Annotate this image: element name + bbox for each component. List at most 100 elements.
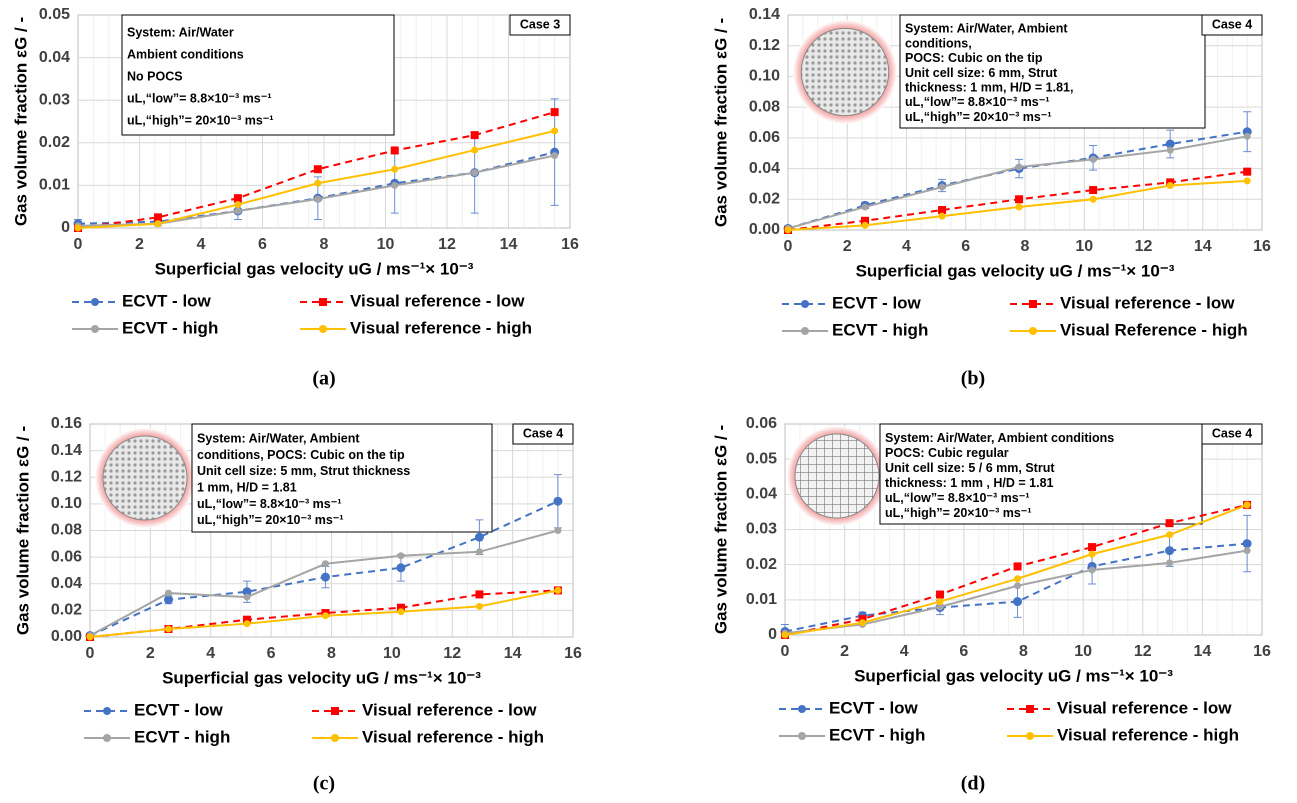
x-axis-title: Superficial gas velocity uG / ms⁻¹× 10⁻³ — [854, 666, 1173, 685]
x-axis-title: Superficial gas velocity uG / ms⁻¹× 10⁻³ — [155, 259, 474, 278]
info-text: uL,“low”= 8.8×10⁻³ ms⁻¹ — [905, 95, 1050, 109]
panel-label: (d) — [961, 773, 985, 795]
legend-label: ECVT - low — [134, 700, 224, 719]
y-tick-label: 0.02 — [39, 134, 70, 151]
info-text: uL,“high”= 20×10⁻³ ms⁻¹ — [197, 513, 344, 527]
y-axis-title: Gas volume fraction εG / - — [711, 18, 730, 227]
legend-label: Visual reference - high — [350, 318, 532, 337]
legend-marker — [91, 298, 99, 306]
y-tick-label: 0.05 — [39, 6, 70, 23]
x-tick-label: 2 — [135, 236, 144, 253]
marker — [314, 195, 322, 203]
marker — [938, 212, 946, 220]
info-box — [191, 423, 493, 533]
legend-label: Visual Reference - high — [1060, 320, 1248, 339]
marker — [1088, 543, 1097, 552]
y-tick-label: 0.04 — [746, 486, 777, 503]
marker — [554, 586, 562, 594]
series-line — [77, 151, 555, 225]
y-tick-label: 0.12 — [749, 37, 780, 54]
info-text: uL,“high”= 20×10⁻³ ms⁻¹ — [885, 506, 1032, 520]
legend-label: ECVT - low — [829, 698, 919, 717]
x-tick-label: 8 — [1021, 238, 1030, 255]
info-text: Ambient conditions — [127, 47, 244, 61]
panel-label: (a) — [312, 368, 335, 390]
marker — [1015, 203, 1023, 211]
legend-marker — [798, 732, 806, 740]
marker — [234, 201, 242, 209]
marker — [163, 595, 173, 605]
x-tick-label: 6 — [961, 238, 970, 255]
marker — [938, 183, 946, 191]
legend-label: Visual reference - low — [362, 700, 537, 719]
case-box — [1201, 423, 1263, 445]
marker — [164, 625, 172, 633]
marker — [1088, 550, 1096, 558]
marker — [391, 165, 399, 173]
marker — [554, 527, 562, 534]
marker — [243, 620, 251, 628]
case-box — [512, 423, 574, 445]
panel-label: (b) — [961, 368, 985, 390]
marker — [1165, 519, 1174, 528]
marker — [1089, 186, 1098, 195]
series-line — [77, 129, 555, 229]
marker — [858, 615, 867, 624]
x-tick-label: 6 — [959, 643, 968, 660]
info-text: uL,“low”= 8.8×10⁻³ ms⁻¹ — [885, 491, 1030, 505]
marker — [164, 589, 172, 597]
marker — [234, 207, 242, 215]
series-line — [89, 529, 559, 637]
marker — [1089, 155, 1097, 163]
marker — [242, 615, 251, 624]
legend-marker — [801, 327, 809, 335]
marker — [1165, 546, 1175, 556]
case-label: Case 4 — [523, 426, 563, 440]
info-text: thickness: 1 mm, H/D = 1.81, — [905, 81, 1073, 95]
y-tick-label: 0.02 — [51, 602, 82, 619]
x-tick-label: 0 — [781, 643, 790, 660]
marker — [1088, 566, 1096, 574]
marker — [1243, 132, 1251, 140]
x-tick-label: 14 — [1193, 643, 1211, 660]
legend-label: Visual reference - high — [1057, 725, 1239, 744]
x-tick-label: 8 — [1019, 643, 1028, 660]
marker — [1166, 531, 1174, 539]
legend-marker — [319, 298, 327, 306]
x-tick-label: 4 — [206, 645, 215, 662]
x-tick-label: 10 — [1074, 643, 1092, 660]
marker — [1165, 139, 1175, 149]
y-tick-label: 0.02 — [746, 556, 777, 573]
panel-label: (c) — [313, 773, 335, 795]
x-tick-label: 12 — [438, 236, 456, 253]
y-tick-label: 0.01 — [746, 591, 777, 608]
x-tick-label: 12 — [1135, 238, 1153, 255]
info-text: POCS: Cubic regular — [885, 446, 1009, 460]
case-label: Case 4 — [1212, 426, 1252, 440]
info-text: System: Air/Water, Ambient conditions — [885, 431, 1114, 445]
legend-marker — [798, 705, 806, 713]
legend-marker — [319, 325, 327, 333]
marker — [861, 216, 870, 225]
x-tick-label: 10 — [1075, 238, 1093, 255]
y-tick-label: 0.00 — [749, 221, 780, 238]
info-box — [879, 423, 1203, 525]
marker — [1242, 539, 1252, 549]
marker — [861, 221, 869, 229]
y-tick-label: 0.00 — [51, 628, 82, 645]
marker — [233, 194, 242, 203]
marker — [153, 213, 162, 222]
y-tick-label: 0.05 — [746, 450, 777, 467]
marker — [391, 181, 399, 189]
case-label: Case 3 — [520, 17, 560, 31]
series-line — [787, 135, 1248, 230]
marker — [474, 532, 484, 542]
marker — [1015, 163, 1023, 171]
legend-marker — [1026, 705, 1034, 713]
marker — [242, 587, 252, 597]
legend-label: Visual reference - low — [1060, 293, 1235, 312]
y-tick-label: 0.08 — [51, 522, 82, 539]
y-tick-label: 0.03 — [39, 91, 70, 108]
case-box — [1201, 14, 1263, 36]
legend-marker — [1029, 300, 1037, 308]
